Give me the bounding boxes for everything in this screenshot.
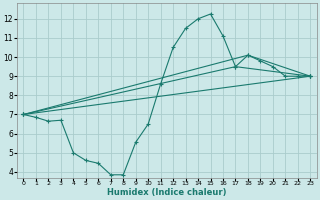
X-axis label: Humidex (Indice chaleur): Humidex (Indice chaleur) (107, 188, 227, 197)
